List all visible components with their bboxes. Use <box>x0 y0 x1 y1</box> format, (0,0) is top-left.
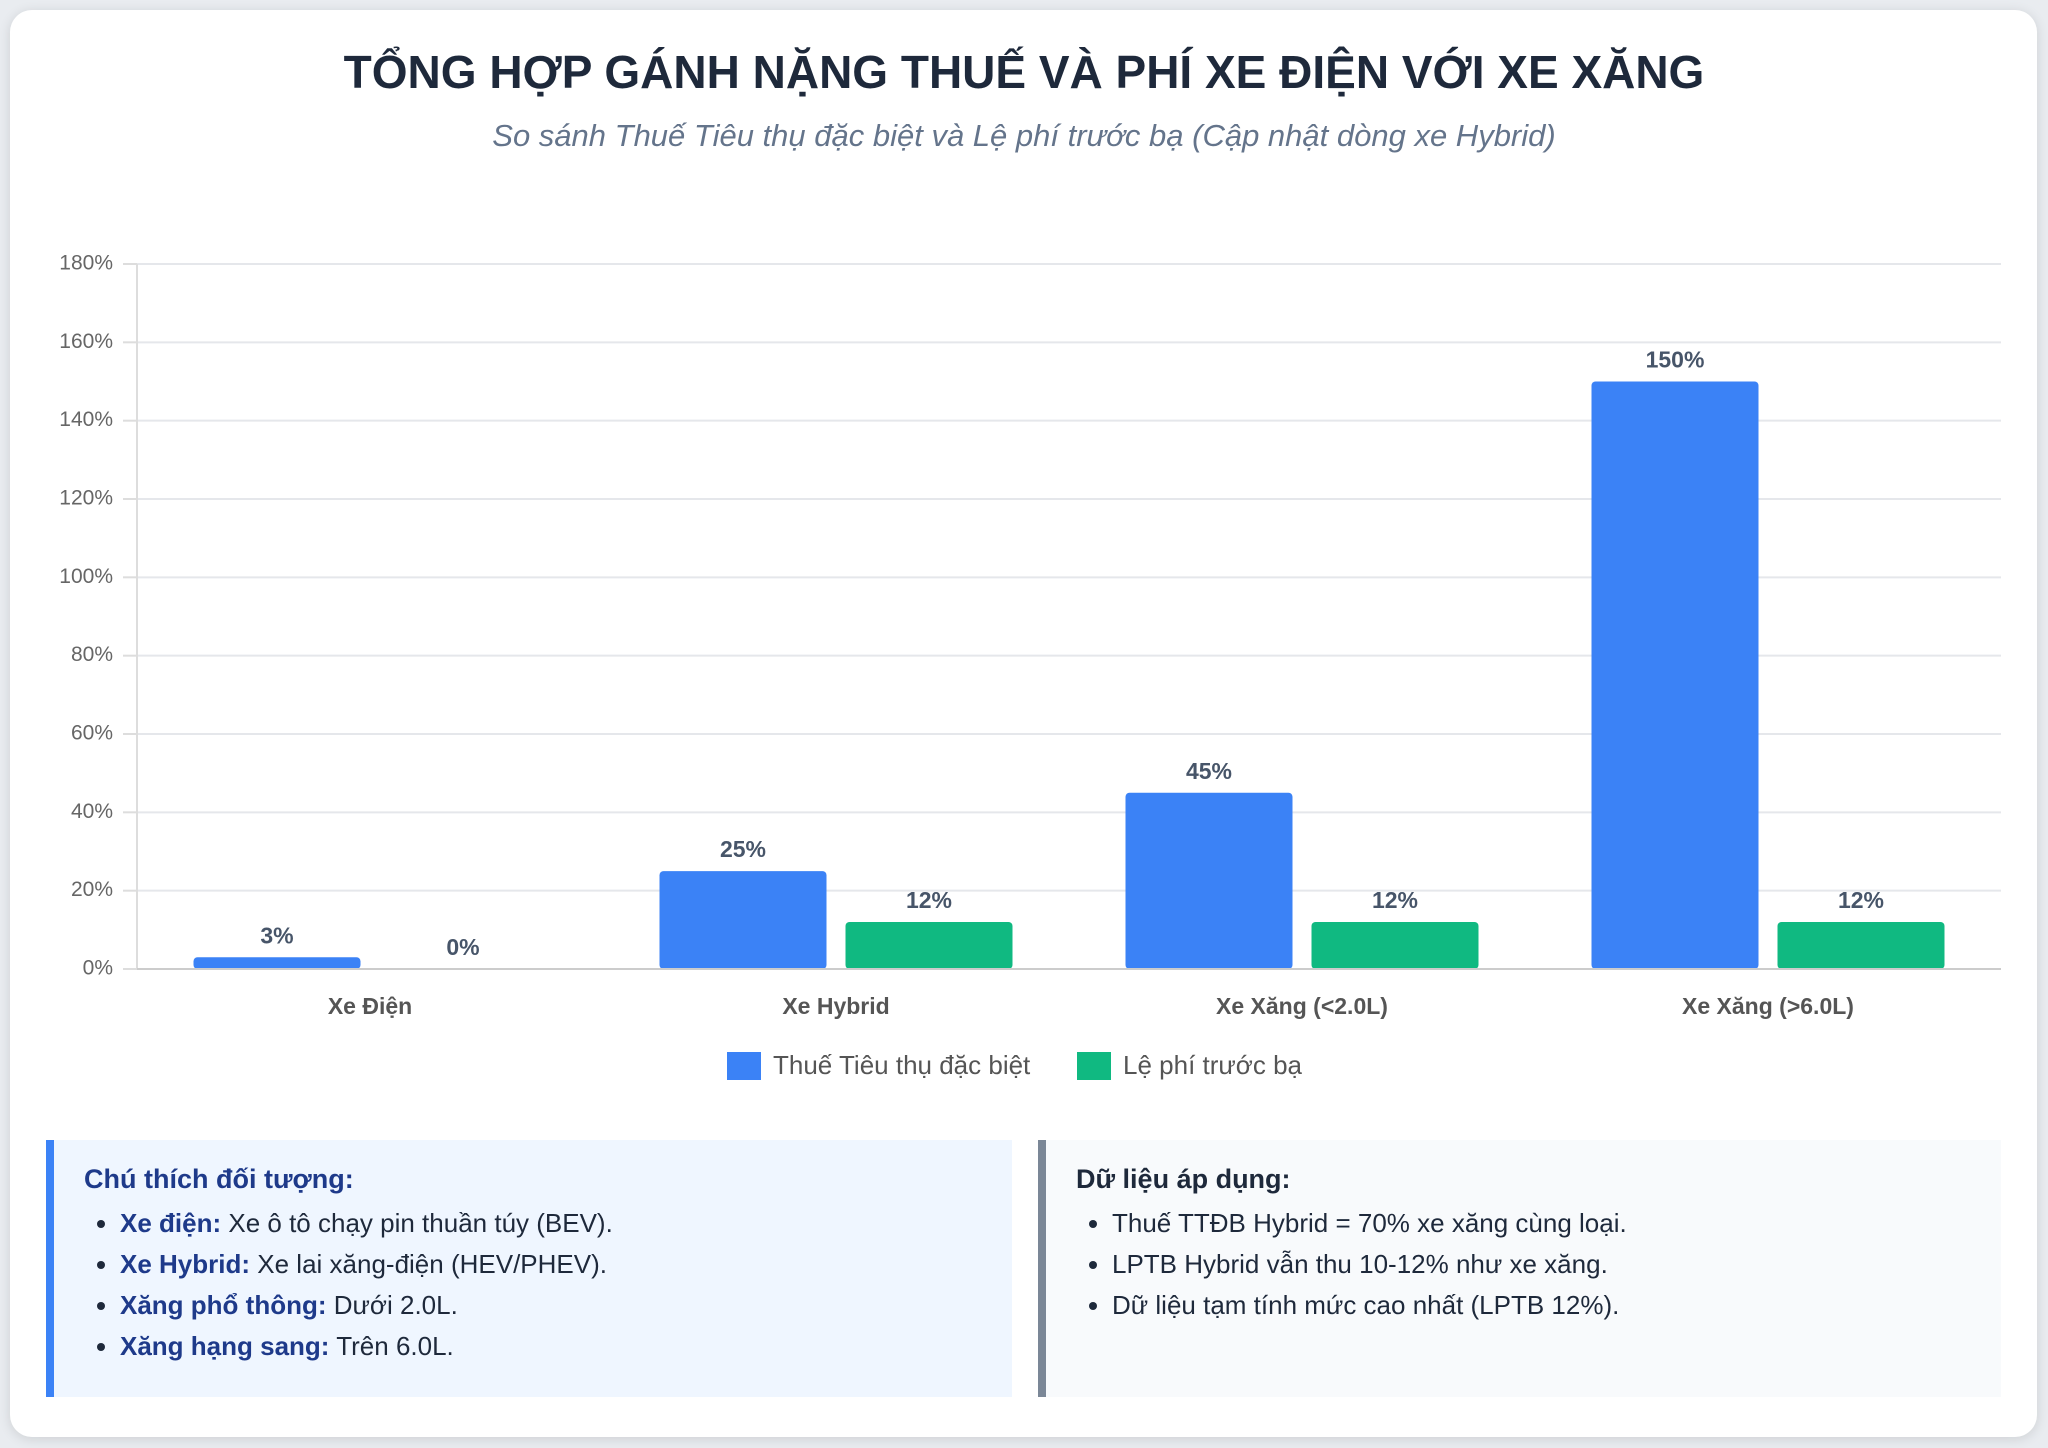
value-label: 0% <box>446 934 479 960</box>
note-list: Xe điện: Xe ô tô chạy pin thuần túy (BEV… <box>84 1203 982 1367</box>
value-label: 25% <box>720 836 766 862</box>
x-tick-label: Xe Hybrid <box>782 993 889 1019</box>
y-tick-label: 120% <box>59 487 113 510</box>
y-tick-label: 140% <box>59 408 113 431</box>
note-term: Xăng phổ thông: <box>120 1290 327 1320</box>
note-item: Xe điện: Xe ô tô chạy pin thuần túy (BEV… <box>120 1203 982 1244</box>
note-item: Xăng hạng sang: Trên 6.0L. <box>120 1326 982 1367</box>
note-item: Xăng phổ thông: Dưới 2.0L. <box>120 1285 982 1326</box>
value-label: 12% <box>1372 887 1418 913</box>
note-item: LPTB Hybrid vẫn thu 10-12% như xe xăng. <box>1112 1244 1971 1285</box>
legend-label: Thuế Tiêu thụ đặc biệt <box>773 1050 1031 1080</box>
value-label: 3% <box>260 922 293 948</box>
note-term: Xăng hạng sang: <box>120 1331 330 1361</box>
note-item: Dữ liệu tạm tính mức cao nhất (LPTB 12%)… <box>1112 1285 1971 1326</box>
y-tick-label: 60% <box>71 722 113 745</box>
chart-subtitle: So sánh Thuế Tiêu thụ đặc biệt và Lệ phí… <box>492 118 1555 153</box>
x-tick-label: Xe Xăng (>6.0L) <box>1682 993 1854 1019</box>
note-title: Dữ liệu áp dụng: <box>1076 1164 1291 1194</box>
y-tick-label: 20% <box>71 878 113 901</box>
x-tick-label: Xe Xăng (<2.0L) <box>1216 993 1388 1019</box>
data-note-box: Dữ liệu áp dụng: Thuế TTĐB Hybrid = 70% … <box>1038 1140 2001 1397</box>
bar <box>845 922 1013 969</box>
bar <box>1311 922 1479 969</box>
value-label: 12% <box>906 887 952 913</box>
x-tick-label: Xe Điện <box>328 993 412 1019</box>
note-item: Thuế TTĐB Hybrid = 70% xe xăng cùng loại… <box>1112 1203 1971 1244</box>
bar <box>659 871 827 969</box>
note-text: Trên 6.0L. <box>336 1331 454 1361</box>
note-term: Xe Hybrid: <box>120 1249 251 1279</box>
chart: TỔNG HỢP GÁNH NẶNG THUẾ VÀ PHÍ XE ĐIỆN V… <box>59 46 2001 1080</box>
bar <box>1777 922 1945 969</box>
note-text: Xe lai xăng-điện (HEV/PHEV). <box>257 1249 607 1279</box>
chart-title: TỔNG HỢP GÁNH NẶNG THUẾ VÀ PHÍ XE ĐIỆN V… <box>344 46 1705 98</box>
y-tick-label: 0% <box>83 957 113 980</box>
bar <box>193 957 361 969</box>
legend-swatch <box>1077 1052 1111 1080</box>
value-label: 150% <box>1646 347 1705 373</box>
legend-note-box: Chú thích đối tượng: Xe điện: Xe ô tô ch… <box>46 1140 1012 1397</box>
value-label: 12% <box>1838 887 1884 913</box>
note-text: Dưới 2.0L. <box>333 1290 458 1320</box>
legend-label: Lệ phí trước bạ <box>1123 1050 1303 1080</box>
note-item: Xe Hybrid: Xe lai xăng-điện (HEV/PHEV). <box>120 1244 982 1285</box>
bar <box>1125 792 1293 969</box>
y-tick-label: 100% <box>59 565 113 588</box>
y-tick-label: 80% <box>71 643 113 666</box>
y-tick-label: 160% <box>59 330 113 353</box>
note-list: Thuế TTĐB Hybrid = 70% xe xăng cùng loại… <box>1076 1203 1971 1326</box>
note-term: Xe điện: <box>120 1208 222 1238</box>
y-tick-label: 180% <box>59 252 113 275</box>
note-title: Chú thích đối tượng: <box>84 1164 354 1194</box>
note-text: Xe ô tô chạy pin thuần túy (BEV). <box>228 1208 613 1238</box>
y-tick-label: 40% <box>71 800 113 823</box>
legend-swatch <box>727 1052 761 1080</box>
value-label: 45% <box>1186 758 1232 784</box>
bar <box>1591 381 1759 969</box>
